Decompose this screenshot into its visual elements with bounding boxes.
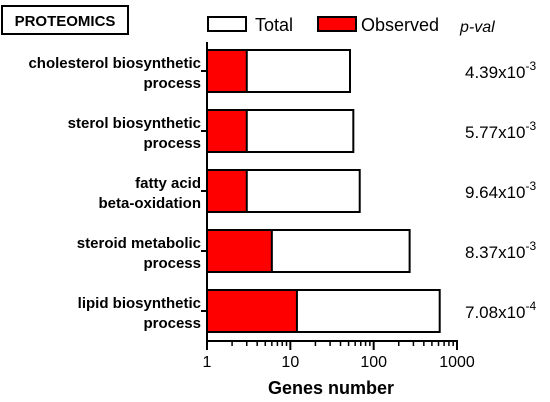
pvalue-label: 8.37x10-3 xyxy=(465,239,536,262)
category-label-line1: lipid biosynthetic xyxy=(78,295,201,312)
category-labels: cholesterol biosynthetic process sterol bi… xyxy=(28,55,201,332)
pvalue-labels: 4.39x10-3 5.77x10-3 9.64x10-3 8.37x10-3 7.08… xyxy=(465,59,536,322)
legend-swatch-observed xyxy=(317,16,357,32)
category-label-line1: cholesterol biosynthetic xyxy=(28,55,201,72)
category-label-line1: steroid metabolic xyxy=(77,235,201,252)
bar-observed xyxy=(206,229,273,273)
bar-observed xyxy=(206,49,248,93)
bar-observed xyxy=(206,109,248,153)
pvalue-label: 4.39x10-3 xyxy=(465,59,536,82)
x-tick-label: 1000 xyxy=(439,354,475,371)
category-label-line1: fatty acid xyxy=(135,175,201,192)
bar-observed xyxy=(206,169,248,213)
legend: Total Observed xyxy=(207,15,439,35)
pval-header: p-val xyxy=(459,19,495,36)
category-label-line2: process xyxy=(143,315,201,332)
category-label-line2: process xyxy=(143,255,201,272)
category-label-line2: process xyxy=(143,75,201,92)
legend-label-observed: Observed xyxy=(361,15,439,35)
x-tick-label: 10 xyxy=(281,354,299,371)
category-label-line1: sterol biosynthetic xyxy=(68,115,201,132)
panel-label-box xyxy=(1,5,129,35)
category-label-line2: beta-oxidation xyxy=(98,195,201,212)
panel-label-text: PROTEOMICS xyxy=(15,13,116,30)
bar-observed xyxy=(206,289,298,333)
pvalue-label: 5.77x10-3 xyxy=(465,119,536,142)
x-tick-label: 100 xyxy=(360,354,387,371)
pvalue-label: 7.08x10-4 xyxy=(465,299,536,322)
axes-layer: 1 10 100 1000 xyxy=(201,42,475,371)
pvalue-label: 9.64x10-3 xyxy=(465,179,536,202)
x-tick-label: 1 xyxy=(203,354,212,371)
legend-swatch-total xyxy=(207,16,247,32)
category-label-line2: process xyxy=(143,135,201,152)
x-axis-title: Genes number xyxy=(268,378,394,398)
panel-label: PROTEOMICS xyxy=(1,5,129,35)
legend-label-total: Total xyxy=(255,15,293,35)
bars-layer xyxy=(206,49,441,333)
